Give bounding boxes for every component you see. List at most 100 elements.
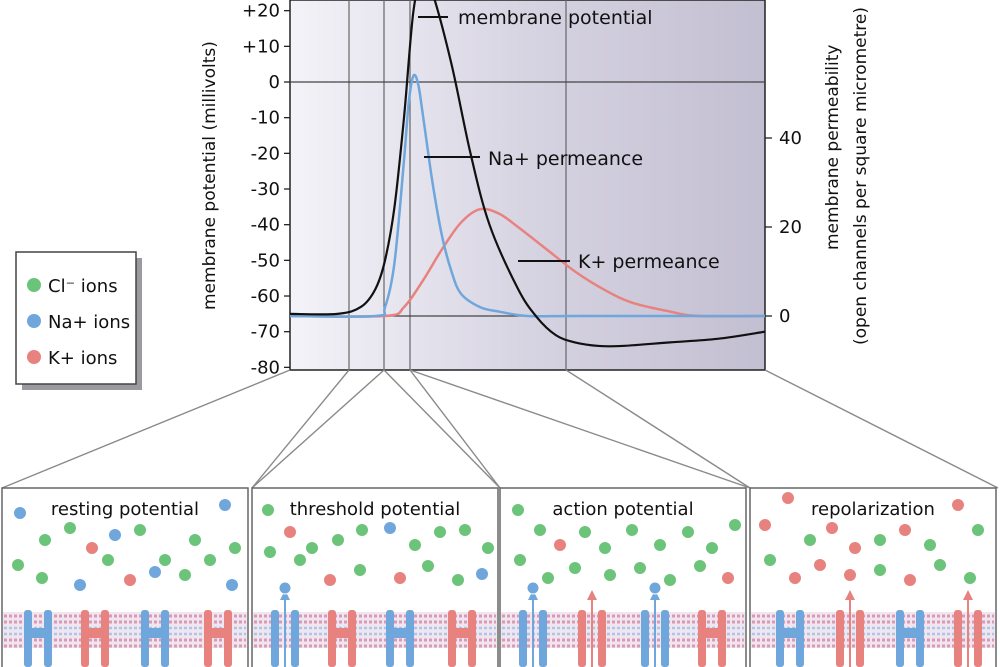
y-tick-label-left: -70 bbox=[251, 322, 280, 343]
y-axis-left: +20 +10 0 -10 -20 -30 -40 -50 -60 -70 -80 bbox=[242, 1, 290, 378]
ion-cl bbox=[513, 553, 527, 567]
ion-cl bbox=[458, 523, 472, 537]
ion-cl bbox=[133, 523, 147, 537]
ion-na bbox=[108, 528, 122, 542]
ion-cl bbox=[261, 503, 275, 517]
ion-k bbox=[758, 518, 772, 532]
ion-cl bbox=[625, 523, 639, 537]
panel-title: action potential bbox=[552, 499, 693, 520]
ion-cl bbox=[693, 559, 707, 573]
ion-k bbox=[951, 498, 965, 512]
ion-cl bbox=[603, 568, 617, 582]
na-channel-open bbox=[641, 581, 669, 667]
panel-title: resting potential bbox=[51, 499, 199, 520]
ion-cl bbox=[353, 563, 367, 577]
ion-cl bbox=[203, 553, 217, 567]
panel-title: repolarization bbox=[811, 499, 935, 520]
ion-k bbox=[553, 538, 567, 552]
ion-cl bbox=[408, 538, 422, 552]
ion-cl bbox=[11, 558, 25, 572]
ion-cl bbox=[481, 541, 495, 555]
ion-cl bbox=[421, 559, 435, 573]
k-channel-closed bbox=[81, 610, 109, 667]
k-channel-closed bbox=[448, 610, 476, 667]
y-tick-label-left: -50 bbox=[251, 250, 280, 271]
y-tick-label-left: +20 bbox=[242, 1, 280, 22]
ion-cl bbox=[511, 503, 525, 517]
ion-cl bbox=[541, 571, 555, 585]
ion-k bbox=[843, 568, 857, 582]
y-tick-label-right: 0 bbox=[779, 306, 790, 327]
y-tick-label-left: -30 bbox=[251, 179, 280, 200]
legend-swatch-na bbox=[27, 314, 41, 328]
ion-k bbox=[283, 525, 297, 539]
ion-k bbox=[85, 541, 99, 555]
ion-na bbox=[475, 567, 489, 581]
y-axis-right-title: membrane permeability bbox=[823, 45, 843, 250]
ion-cl bbox=[728, 518, 742, 532]
ion-cl bbox=[971, 523, 985, 537]
ion-k bbox=[323, 573, 337, 587]
y-tick-label-left: -10 bbox=[251, 108, 280, 129]
ion-cl bbox=[873, 563, 887, 577]
annotation-na-permeance: Na+ permeance bbox=[488, 148, 643, 170]
ion-cl bbox=[803, 533, 817, 547]
panel-connectors bbox=[1, 369, 999, 489]
na-channel-open bbox=[519, 581, 547, 667]
y-tick-label-left: -60 bbox=[251, 286, 280, 307]
panel-resting-potential: resting potential bbox=[1, 487, 249, 667]
ion-cl bbox=[653, 538, 667, 552]
k-channel-open bbox=[954, 590, 982, 667]
ion-cl bbox=[293, 553, 307, 567]
legend-swatch-cl bbox=[27, 278, 41, 292]
ion-cl bbox=[568, 561, 582, 575]
na-channel-closed bbox=[896, 610, 924, 667]
ion-cl bbox=[433, 525, 447, 539]
ion-na bbox=[13, 506, 27, 520]
ion-cl bbox=[331, 533, 345, 547]
y-tick-label-left: 0 bbox=[269, 72, 280, 93]
k-channel-open bbox=[836, 590, 864, 667]
k-channel-closed bbox=[204, 610, 232, 667]
panel-title: threshold potential bbox=[290, 499, 461, 520]
ion-cl bbox=[263, 545, 277, 559]
panel-threshold-potential: threshold potential bbox=[251, 487, 499, 667]
panel-repolarization: repolarization bbox=[749, 487, 997, 667]
legend: Cl⁻ ions Na+ ions K+ ions bbox=[15, 251, 142, 390]
ion-channel-panels: resting potential threshold potential acti… bbox=[1, 487, 997, 667]
na-permeance-line bbox=[289, 73, 765, 318]
y-axis-left-title: membrane potential (millivolts) bbox=[200, 41, 220, 310]
ion-na bbox=[383, 521, 397, 535]
annotation-membrane-potential: membrane potential bbox=[458, 7, 653, 29]
ion-cl bbox=[681, 525, 695, 539]
ion-k bbox=[848, 541, 862, 555]
ion-k bbox=[898, 523, 912, 537]
y-axis-right-subtitle: (open channels per square micrometre) bbox=[851, 7, 871, 345]
ion-cl bbox=[578, 525, 592, 539]
ion-cl bbox=[101, 553, 115, 567]
ion-cl bbox=[35, 571, 49, 585]
k-channel-closed bbox=[328, 610, 356, 667]
y-tick-label-right: 40 bbox=[779, 128, 802, 149]
k-channel-closed bbox=[698, 610, 726, 667]
ion-cl bbox=[63, 521, 77, 535]
legend-swatch-k bbox=[27, 350, 41, 364]
na-channel-open bbox=[271, 581, 299, 667]
y-axis-right: 40 20 0 bbox=[765, 128, 802, 327]
na-channel-closed bbox=[24, 610, 52, 667]
ion-cl bbox=[963, 571, 977, 585]
ion-cl bbox=[451, 573, 465, 587]
ion-cl bbox=[178, 568, 192, 582]
ion-k bbox=[123, 573, 137, 587]
plot-area bbox=[289, 0, 766, 371]
ion-cl bbox=[188, 533, 202, 547]
ion-cl bbox=[598, 541, 612, 555]
na-channel-closed bbox=[141, 610, 169, 667]
ion-cl bbox=[663, 573, 677, 587]
ion-cl bbox=[873, 533, 887, 547]
legend-label-na: Na+ ions bbox=[48, 312, 130, 333]
y-tick-label-left: +10 bbox=[242, 36, 280, 57]
ion-cl bbox=[533, 523, 547, 537]
y-tick-label-left: -40 bbox=[251, 215, 280, 236]
y-tick-label-left: -20 bbox=[251, 143, 280, 164]
